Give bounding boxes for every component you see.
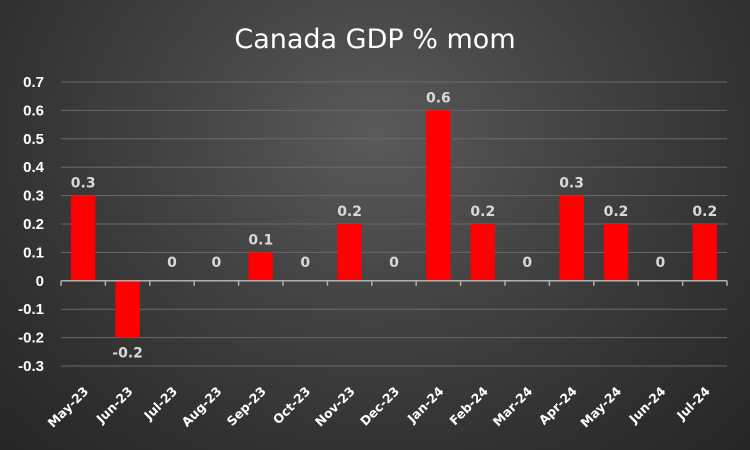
x-tick-label: Jul-24 bbox=[673, 383, 713, 423]
x-tick-label: Dec-23 bbox=[357, 384, 402, 429]
y-tick-label: 0.6 bbox=[23, 102, 44, 119]
x-axis bbox=[60, 280, 728, 286]
data-label: 0 bbox=[522, 255, 532, 271]
y-tick-label: -0.1 bbox=[18, 301, 44, 318]
data-label: -0.2 bbox=[112, 346, 143, 362]
x-tick-label: Mar-24 bbox=[490, 383, 536, 429]
x-tick-label: Sep-23 bbox=[224, 384, 269, 429]
x-tick-label: Jul-23 bbox=[140, 384, 180, 424]
x-tick-label: Feb-24 bbox=[446, 383, 491, 428]
x-tick-label: Jan-24 bbox=[404, 383, 447, 426]
data-label: 0.3 bbox=[71, 176, 96, 192]
gridlines bbox=[61, 81, 727, 367]
data-label: 0.2 bbox=[692, 204, 717, 220]
bars bbox=[70, 110, 718, 338]
data-label: 0 bbox=[300, 255, 310, 271]
x-tick-label: Jun-23 bbox=[93, 384, 136, 427]
data-labels: 0.3 -0.2 0 0 0.1 0 0.2 0 0.6 0.2 0 0.3 0.2 0 0.2 bbox=[71, 90, 717, 361]
y-tick-label: 0 bbox=[36, 273, 44, 290]
data-label: 0 bbox=[167, 255, 177, 271]
bar-Apr-24 bbox=[559, 195, 584, 281]
data-label: 0.2 bbox=[470, 204, 495, 220]
bar-Feb-24 bbox=[470, 224, 496, 281]
y-axis-ticks: 0.7 0.6 0.5 0.4 0.3 0.2 0.1 0 -0.1 -0.2 -0.3 bbox=[18, 74, 45, 375]
data-label: 0 bbox=[656, 255, 666, 271]
y-tick-label: 0.1 bbox=[23, 244, 44, 261]
bar-May-23 bbox=[70, 195, 96, 281]
y-tick-label: 0.5 bbox=[23, 131, 44, 148]
data-label: 0.3 bbox=[559, 176, 584, 192]
bar-May-24 bbox=[603, 224, 629, 281]
x-tick-label: Nov-23 bbox=[312, 384, 358, 430]
y-tick-label: 0.4 bbox=[23, 159, 45, 176]
bar-Jan-24 bbox=[426, 110, 451, 281]
y-tick-label: 0.7 bbox=[23, 74, 44, 91]
bar-Jul-24 bbox=[692, 224, 718, 281]
y-tick-label: -0.3 bbox=[18, 358, 44, 375]
data-label: 0.1 bbox=[248, 232, 273, 248]
data-label: 0 bbox=[389, 255, 399, 271]
y-tick-label: 0.2 bbox=[23, 216, 44, 233]
x-tick-label: May-24 bbox=[577, 383, 624, 430]
data-label: 0.2 bbox=[604, 204, 629, 220]
chart-title: Canada GDP % mom bbox=[234, 24, 515, 55]
bar-Sep-23 bbox=[248, 252, 274, 281]
x-tick-label: May-23 bbox=[44, 384, 91, 431]
y-tick-label: -0.2 bbox=[18, 330, 44, 347]
x-tick-label: Oct-23 bbox=[270, 384, 314, 428]
x-tick-label: Jun-24 bbox=[625, 383, 668, 426]
data-label: 0 bbox=[212, 255, 222, 271]
data-label: 0.6 bbox=[426, 90, 451, 106]
y-tick-label: 0.3 bbox=[23, 188, 44, 205]
bar-Jun-23 bbox=[115, 280, 140, 338]
data-label: 0.2 bbox=[337, 204, 362, 220]
x-tick-label: Aug-23 bbox=[178, 384, 224, 430]
x-tick-label: Apr-24 bbox=[536, 383, 580, 427]
bar-Nov-23 bbox=[337, 224, 362, 281]
